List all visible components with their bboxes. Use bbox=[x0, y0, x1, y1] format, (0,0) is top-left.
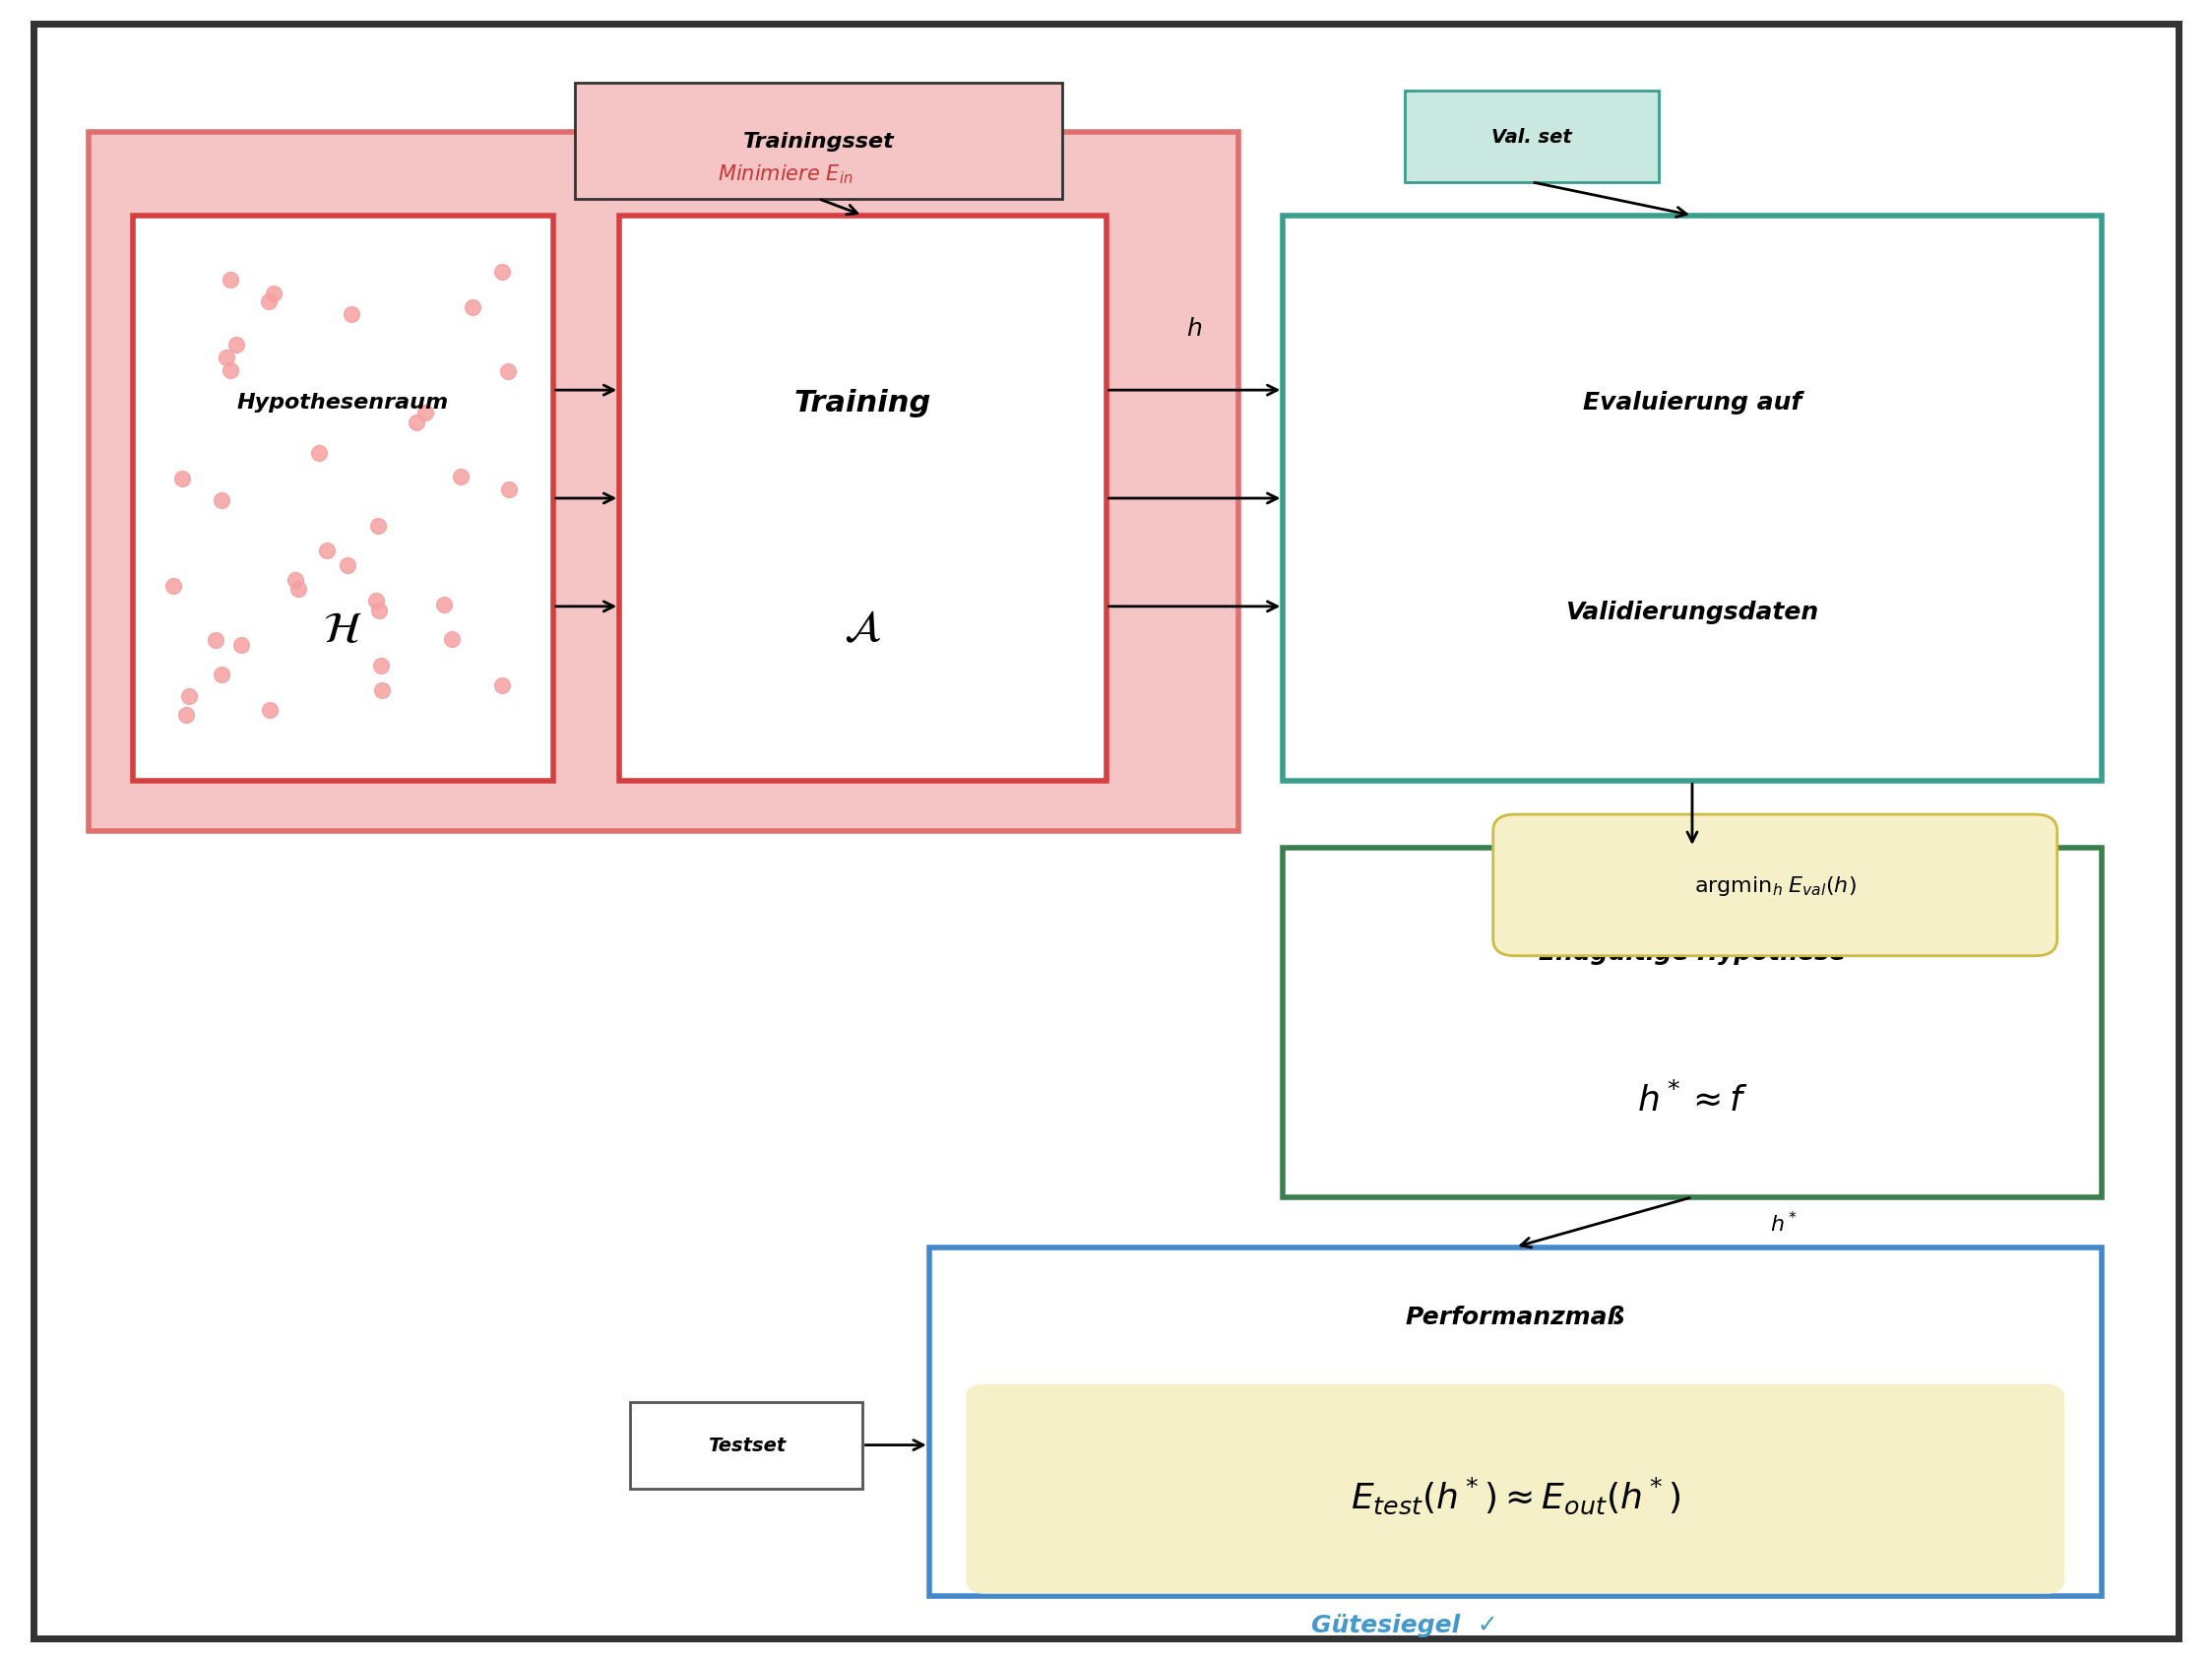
Text: Hypothesenraum: Hypothesenraum bbox=[237, 392, 449, 412]
Point bbox=[223, 632, 259, 659]
Point bbox=[310, 537, 345, 564]
FancyBboxPatch shape bbox=[630, 1402, 863, 1488]
FancyBboxPatch shape bbox=[33, 25, 2179, 1638]
Point bbox=[484, 259, 520, 286]
Point bbox=[491, 359, 526, 386]
Point bbox=[212, 268, 248, 294]
FancyBboxPatch shape bbox=[929, 1247, 2101, 1596]
Point bbox=[212, 358, 248, 384]
Text: Trainingsset: Trainingsset bbox=[743, 131, 894, 151]
FancyBboxPatch shape bbox=[88, 133, 1239, 832]
Text: Gütesiegel  ✓: Gütesiegel ✓ bbox=[1312, 1613, 1498, 1636]
Point bbox=[334, 301, 369, 328]
Point bbox=[358, 587, 394, 614]
FancyBboxPatch shape bbox=[133, 216, 553, 782]
Text: Val. set: Val. set bbox=[1491, 128, 1573, 146]
Text: $\mathcal{A}$: $\mathcal{A}$ bbox=[845, 607, 880, 650]
Point bbox=[456, 294, 491, 321]
Text: h: h bbox=[1186, 318, 1203, 341]
FancyBboxPatch shape bbox=[1493, 815, 2057, 956]
Point bbox=[398, 409, 434, 436]
Point bbox=[361, 514, 396, 540]
Point bbox=[197, 627, 232, 654]
Point bbox=[208, 344, 243, 371]
Text: $\mathcal{H}$: $\mathcal{H}$ bbox=[323, 607, 363, 650]
Point bbox=[361, 599, 396, 625]
Point bbox=[484, 674, 520, 700]
FancyBboxPatch shape bbox=[619, 216, 1106, 782]
FancyBboxPatch shape bbox=[1405, 91, 1659, 183]
Text: Validierungsdaten: Validierungsdaten bbox=[1566, 600, 1818, 624]
Text: $\mathrm{argmin}_h \; E_{val}(h)$: $\mathrm{argmin}_h \; E_{val}(h)$ bbox=[1694, 873, 1856, 898]
Point bbox=[301, 441, 336, 467]
Text: Testset: Testset bbox=[708, 1435, 785, 1455]
Point bbox=[168, 702, 204, 728]
Text: Training: Training bbox=[794, 389, 931, 417]
FancyBboxPatch shape bbox=[575, 83, 1062, 200]
Text: Performanzmaß: Performanzmaß bbox=[1405, 1305, 1626, 1329]
Point bbox=[155, 574, 190, 600]
Point bbox=[407, 399, 442, 426]
Point bbox=[491, 476, 526, 502]
Point bbox=[219, 333, 254, 359]
Point bbox=[427, 592, 462, 619]
Text: Evaluierung auf: Evaluierung auf bbox=[1584, 391, 1801, 414]
Point bbox=[204, 487, 239, 514]
Point bbox=[365, 677, 400, 703]
Point bbox=[363, 654, 398, 680]
Point bbox=[204, 662, 239, 688]
Point bbox=[170, 683, 206, 710]
FancyBboxPatch shape bbox=[967, 1385, 2064, 1593]
Point bbox=[434, 625, 469, 652]
Point bbox=[252, 289, 288, 316]
Point bbox=[164, 466, 199, 492]
Text: $E_{test}(h^*) \approx E_{out}(h^*)$: $E_{test}(h^*) \approx E_{out}(h^*)$ bbox=[1349, 1475, 1681, 1515]
Text: Minimiere $E_{in}$: Minimiere $E_{in}$ bbox=[717, 163, 854, 186]
Text: $h^* \approx f$: $h^* \approx f$ bbox=[1637, 1081, 1747, 1118]
Point bbox=[252, 697, 288, 723]
Text: $h^*$: $h^*$ bbox=[1770, 1211, 1796, 1234]
Point bbox=[279, 567, 314, 594]
FancyBboxPatch shape bbox=[1283, 848, 2101, 1197]
Point bbox=[442, 464, 478, 491]
Point bbox=[281, 577, 316, 604]
Point bbox=[330, 552, 365, 579]
Text: Endgültige Hypothese: Endgültige Hypothese bbox=[1540, 941, 1845, 965]
Point bbox=[257, 281, 292, 308]
FancyBboxPatch shape bbox=[1283, 216, 2101, 782]
